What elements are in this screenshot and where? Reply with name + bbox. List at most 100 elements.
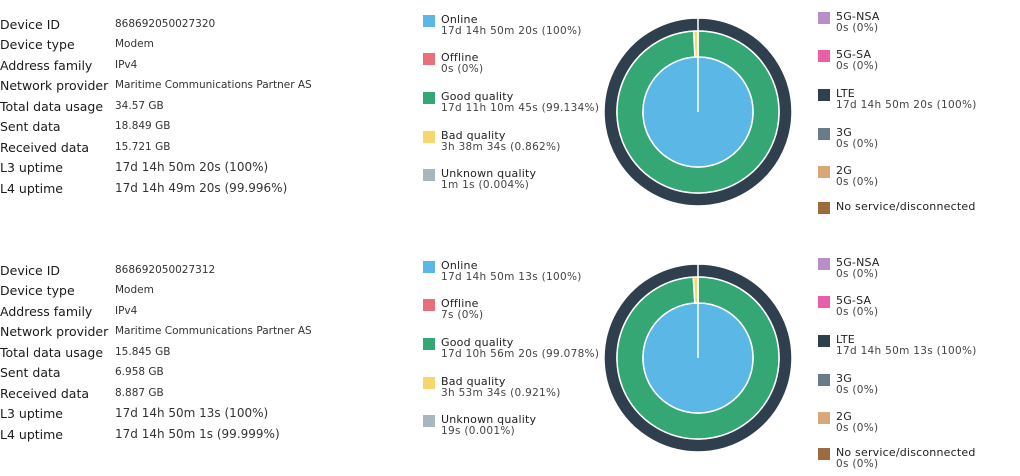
l3-uptime-value: 17d 14h 50m 13s (100%): [115, 406, 268, 420]
total-data-usage-label: Total data usage: [0, 345, 103, 360]
legend-value: 17d 14h 50m 13s (100%): [836, 345, 977, 357]
total-data-usage-value: 15.845 GB: [115, 346, 170, 358]
connection-donut-chart: [604, 18, 792, 206]
device-id-row: Device ID 868692050027320: [0, 17, 360, 37]
l3-uptime-label: L3 uptime: [0, 160, 63, 175]
received-data-row: Received data 15.721 GB: [0, 140, 360, 160]
address-family-value: IPv4: [115, 305, 137, 317]
l4-uptime-label: L4 uptime: [0, 181, 63, 196]
device-id-value: 868692050027312: [115, 264, 215, 276]
legend-value: 0s (0%): [836, 268, 878, 280]
legend-value: 1m 1s (0.004%): [441, 179, 529, 191]
lte-swatch: [818, 335, 830, 347]
5g-nsa-swatch: [818, 12, 830, 24]
device-type-label: Device type: [0, 37, 75, 52]
device-panel-2: Device ID 868692050027312 Device type Mo…: [0, 246, 1020, 476]
l3-uptime-label: L3 uptime: [0, 406, 63, 421]
l4-uptime-value: 17d 14h 50m 1s (99.999%): [115, 427, 280, 441]
legend-value: 17d 14h 50m 20s (100%): [441, 25, 582, 37]
device-id-value: 868692050027320: [115, 18, 215, 30]
legend-value: 17d 11h 10m 45s (99.134%): [441, 102, 599, 114]
legend-value: 0s (0%): [836, 22, 878, 34]
network-provider-row: Network provider Maritime Communications…: [0, 78, 360, 98]
online-swatch: [423, 15, 435, 27]
device-id-label: Device ID: [0, 17, 60, 32]
network-provider-value: Maritime Communications Partner AS: [115, 325, 312, 337]
address-family-label: Address family: [0, 304, 92, 319]
network-provider-row: Network provider Maritime Communications…: [0, 324, 360, 344]
address-family-value: IPv4: [115, 59, 137, 71]
legend-value: 0s (0%): [836, 458, 878, 470]
status-ring-slice-online: [643, 57, 753, 167]
device-type-value: Modem: [115, 284, 154, 296]
legend-value: 17d 14h 50m 20s (100%): [836, 99, 977, 111]
sent-data-value: 6.958 GB: [115, 366, 164, 378]
bad-quality-swatch: [423, 377, 435, 389]
received-data-label: Received data: [0, 140, 89, 155]
legend-value: 19s (0.001%): [441, 425, 515, 437]
total-data-usage-label: Total data usage: [0, 99, 103, 114]
network-provider-value: Maritime Communications Partner AS: [115, 79, 312, 91]
unknown-quality-swatch: [423, 415, 435, 427]
received-data-value: 8.887 GB: [115, 387, 164, 399]
device-id-row: Device ID 868692050027312: [0, 263, 360, 283]
sent-data-row: Sent data 18.849 GB: [0, 119, 360, 139]
status-ring-slice-online: [643, 303, 753, 413]
legend-value: 0s (0%): [836, 60, 878, 72]
l4-uptime-row: L4 uptime 17d 14h 49m 20s (99.996%): [0, 181, 360, 201]
l4-uptime-row: L4 uptime 17d 14h 50m 1s (99.999%): [0, 427, 360, 447]
device-type-value: Modem: [115, 38, 154, 50]
lte-swatch: [818, 89, 830, 101]
connection-donut-chart: [604, 264, 792, 452]
total-data-usage-row: Total data usage 34.57 GB: [0, 99, 360, 119]
legend-value: 17d 10h 56m 20s (99.078%): [441, 348, 599, 360]
legend-value: 0s (0%): [836, 138, 878, 150]
online-swatch: [423, 261, 435, 273]
sent-data-label: Sent data: [0, 119, 61, 134]
offline-swatch: [423, 299, 435, 311]
legend-value: 0s (0%): [441, 63, 483, 75]
3g-swatch: [818, 128, 830, 140]
address-family-label: Address family: [0, 58, 92, 73]
l3-uptime-row: L3 uptime 17d 14h 50m 20s (100%): [0, 160, 360, 180]
device-type-label: Device type: [0, 283, 75, 298]
3g-swatch: [818, 374, 830, 386]
l3-uptime-row: L3 uptime 17d 14h 50m 13s (100%): [0, 406, 360, 426]
5g-sa-swatch: [818, 50, 830, 62]
2g-swatch: [818, 412, 830, 424]
network-provider-label: Network provider: [0, 324, 108, 339]
sent-data-label: Sent data: [0, 365, 61, 380]
legend-name: No service/disconnected: [836, 200, 976, 213]
received-data-value: 15.721 GB: [115, 141, 170, 153]
5g-nsa-swatch: [818, 258, 830, 270]
network-provider-label: Network provider: [0, 78, 108, 93]
2g-swatch: [818, 166, 830, 178]
legend-value: 0s (0%): [836, 422, 878, 434]
received-data-row: Received data 8.887 GB: [0, 386, 360, 406]
total-data-usage-value: 34.57 GB: [115, 100, 164, 112]
sent-data-value: 18.849 GB: [115, 120, 170, 132]
no-service-swatch: [818, 202, 830, 214]
bad-quality-swatch: [423, 131, 435, 143]
device-type-row: Device type Modem: [0, 37, 360, 57]
legend-value: 3h 53m 34s (0.921%): [441, 387, 561, 399]
address-family-row: Address family IPv4: [0, 58, 360, 78]
legend-value: 0s (0%): [836, 384, 878, 396]
sent-data-row: Sent data 6.958 GB: [0, 365, 360, 385]
device-panel-1: Device ID 868692050027320 Device type Mo…: [0, 0, 1020, 230]
l3-uptime-value: 17d 14h 50m 20s (100%): [115, 160, 268, 174]
good-quality-swatch: [423, 338, 435, 350]
no-service-swatch: [818, 448, 830, 460]
offline-swatch: [423, 53, 435, 65]
legend-value: 17d 14h 50m 13s (100%): [441, 271, 582, 283]
l4-uptime-value: 17d 14h 49m 20s (99.996%): [115, 181, 287, 195]
unknown-quality-swatch: [423, 169, 435, 181]
device-type-row: Device type Modem: [0, 283, 360, 303]
legend-value: 3h 38m 34s (0.862%): [441, 141, 561, 153]
legend-value: 0s (0%): [836, 176, 878, 188]
address-family-row: Address family IPv4: [0, 304, 360, 324]
l4-uptime-label: L4 uptime: [0, 427, 63, 442]
received-data-label: Received data: [0, 386, 89, 401]
total-data-usage-row: Total data usage 15.845 GB: [0, 345, 360, 365]
legend-value: 0s (0%): [836, 306, 878, 318]
